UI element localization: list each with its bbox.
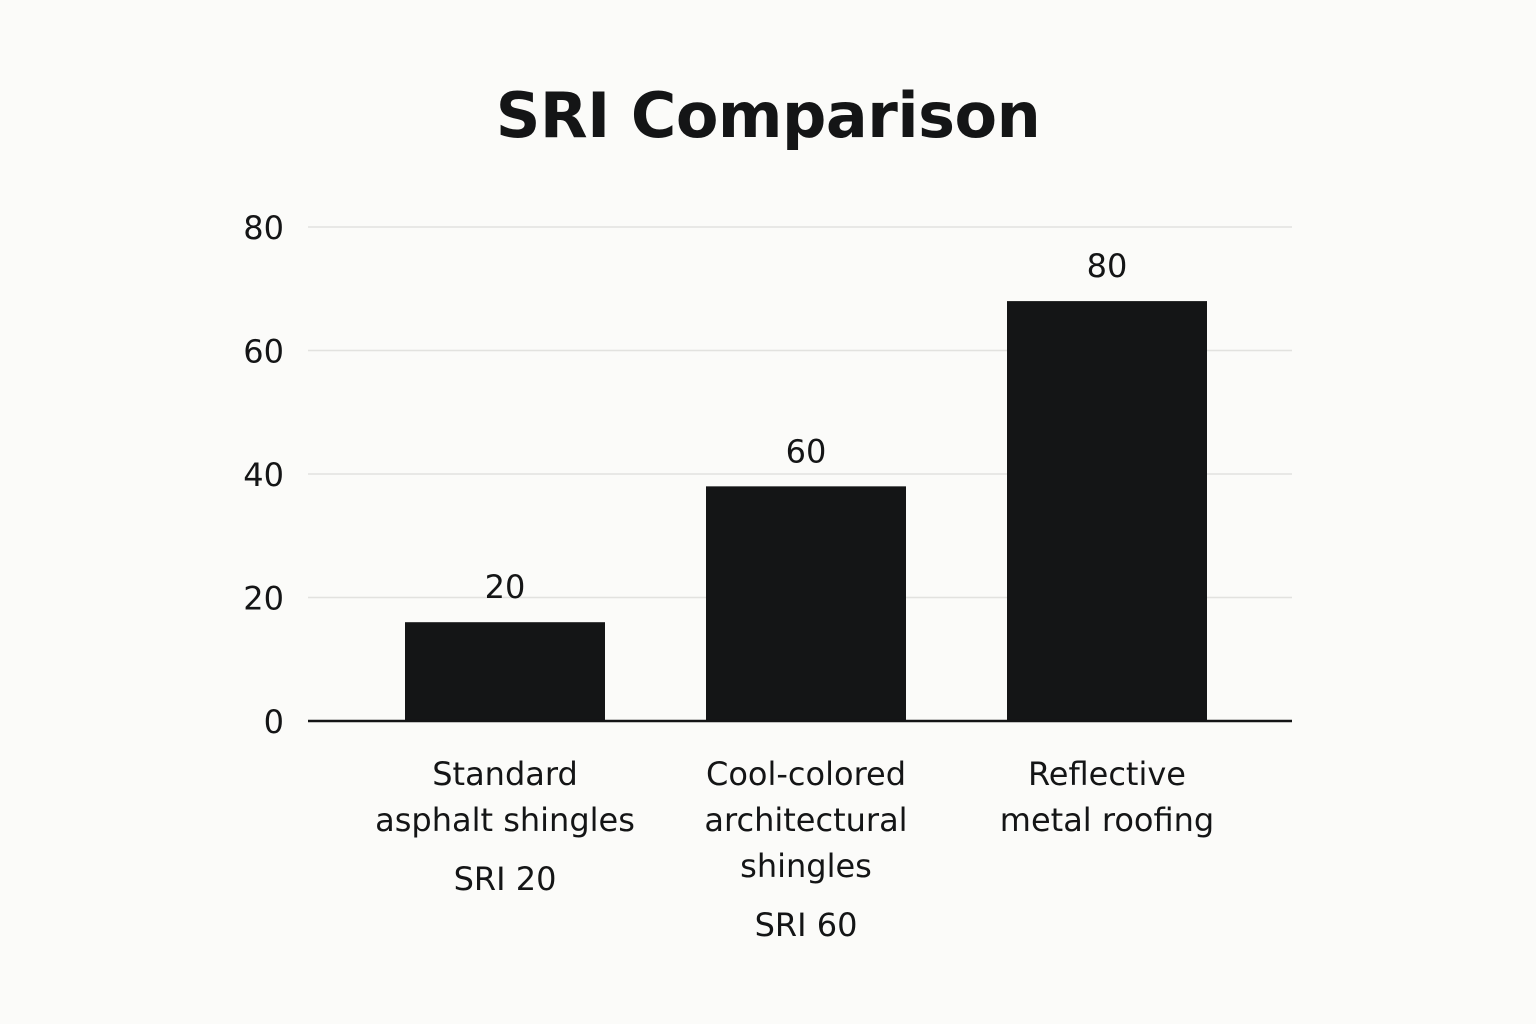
data-label: 20 [485,568,526,606]
category-label: Cool-colored [706,755,906,793]
category-label: metal roofing [1000,801,1214,839]
y-tick-label: 40 [243,456,284,494]
y-tick-label: 60 [243,333,284,371]
y-tick-label: 0 [264,703,284,741]
category-label: shingles [740,847,872,885]
bar [706,486,906,721]
category-label: architectural [704,801,907,839]
data-label: 60 [786,432,827,470]
bar [405,622,605,721]
category-label: Standard [432,755,578,793]
data-label: 80 [1087,247,1128,285]
category-label: Reflective [1028,755,1186,793]
bar [1007,301,1207,721]
y-tick-label: 20 [243,580,284,618]
category-sri-label: SRI 60 [755,906,858,944]
chart-title: SRI Comparison [495,79,1041,152]
category-sri-label: SRI 20 [454,860,557,898]
category-label: asphalt shingles [375,801,635,839]
y-tick-label: 80 [243,209,284,247]
